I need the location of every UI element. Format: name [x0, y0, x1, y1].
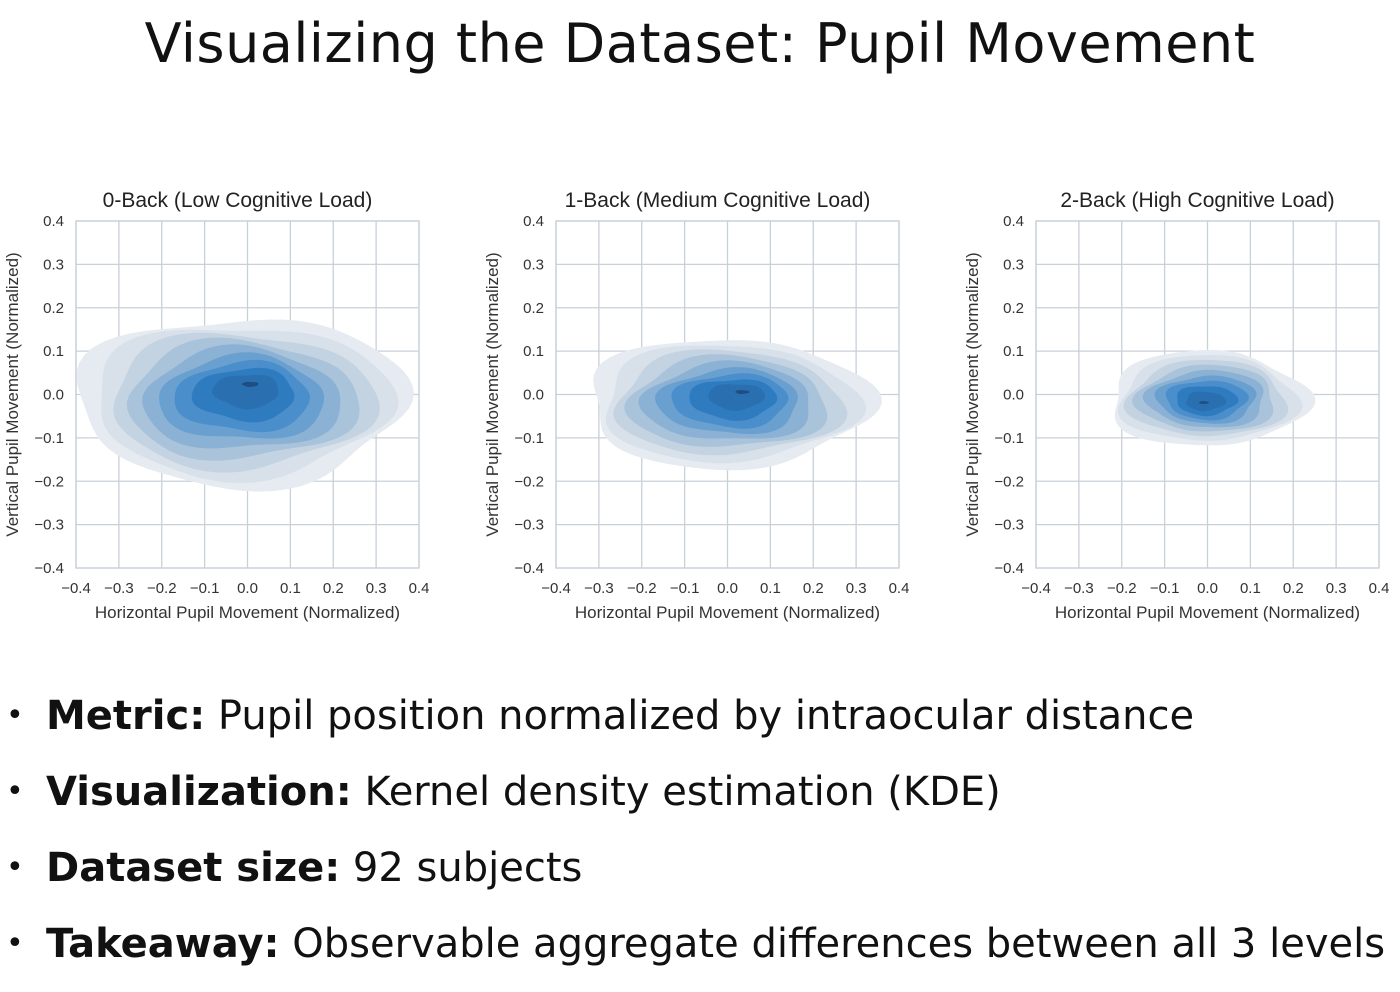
bullet-text: Pupil position normalized by intraocular… [205, 693, 1195, 739]
bullet-label: Dataset size: [46, 845, 341, 891]
x-tick-label: −0.4 [61, 580, 91, 597]
bullet-icon: • [6, 698, 24, 733]
bullet-visualization: • Visualization: Kernel density estimati… [0, 754, 1400, 830]
x-tick-label: 0.3 [846, 580, 867, 597]
bullet-takeaway: • Takeaway: Observable aggregate differe… [0, 906, 1400, 982]
bullet-metric: • Metric: Pupil position normalized by i… [0, 678, 1400, 754]
kde-level-8 [212, 374, 279, 410]
slide-title: Visualizing the Dataset: Pupil Movement [144, 12, 1256, 75]
plot-frame [75, 220, 420, 569]
x-tick-label: −0.2 [1107, 580, 1137, 597]
x-tick-label: −0.1 [190, 580, 220, 597]
bullet-text: Observable aggregate differences between… [279, 921, 1386, 967]
x-tick-label: 0.0 [717, 580, 738, 597]
bullet-icon: • [6, 850, 24, 885]
y-tick-label: −0.1 [34, 430, 64, 447]
x-tick-label: 0.2 [1283, 580, 1304, 597]
plot-frame [1035, 220, 1380, 569]
kde-panel-0: −0.4 −0.3 −0.2 −0.1 0.0 0.1 0.2 0.3 0.4 0.4 0.3 0.2… [3, 189, 429, 622]
x-tick-label: −0.2 [627, 580, 657, 597]
x-axis-label: Horizontal Pupil Movement (Normalized) [1055, 603, 1360, 622]
x-tick-label: 0.2 [323, 580, 344, 597]
kde-contours [593, 340, 882, 471]
y-tick-label: −0.1 [994, 430, 1024, 447]
x-tick-label: 0.1 [1240, 580, 1261, 597]
y-tick-label: −0.4 [994, 560, 1024, 577]
x-tick-label: 0.3 [366, 580, 387, 597]
y-tick-label: 0.4 [523, 213, 544, 230]
y-tick-label: 0.2 [43, 300, 64, 317]
x-tick-label: −0.3 [104, 580, 134, 597]
x-tick-label: −0.4 [1021, 580, 1051, 597]
y-tick-label: 0.1 [523, 343, 544, 360]
y-tick-label: −0.2 [994, 473, 1024, 490]
panel-title: 2-Back (High Cognitive Load) [1060, 189, 1334, 212]
y-tick-label: −0.3 [34, 517, 64, 534]
x-tick-label: −0.2 [147, 580, 177, 597]
x-axis-label: Horizontal Pupil Movement (Normalized) [95, 603, 400, 622]
x-tick-label: 0.1 [760, 580, 781, 597]
y-tick-label: −0.2 [514, 473, 544, 490]
y-tick-label: 0.1 [1003, 343, 1024, 360]
bullet-dataset-size: • Dataset size: 92 subjects [0, 830, 1400, 906]
y-tick-label: 0.2 [1003, 300, 1024, 317]
kde-contours [1114, 349, 1316, 446]
y-axis-label: Vertical Pupil Movement (Normalized) [3, 252, 22, 536]
panel-title: 1-Back (Medium Cognitive Load) [565, 189, 871, 212]
x-tick-label: 0.4 [889, 580, 910, 597]
x-axis-label: Horizontal Pupil Movement (Normalized) [575, 603, 880, 622]
y-tick-label: −0.4 [34, 560, 64, 577]
y-tick-label: −0.4 [514, 560, 544, 577]
x-tick-label: −0.4 [541, 580, 571, 597]
y-tick-label: 0.1 [43, 343, 64, 360]
x-tick-label: 0.0 [1197, 580, 1218, 597]
kde-panel-2: −0.4 −0.3 −0.2 −0.1 0.0 0.1 0.2 0.3 0.4 0.4 0.3 0.2… [963, 189, 1389, 622]
y-tick-label: −0.2 [34, 473, 64, 490]
kde-level-9 [735, 390, 750, 395]
bullet-list: • Metric: Pupil position normalized by i… [0, 678, 1400, 982]
x-tick-label: −0.1 [670, 580, 700, 597]
y-tick-label: 0.0 [1003, 387, 1024, 404]
x-tick-label: 0.1 [280, 580, 301, 597]
kde-contours [76, 319, 414, 492]
y-tick-label: 0.3 [523, 256, 544, 273]
y-tick-label: 0.2 [523, 300, 544, 317]
bullet-icon: • [6, 926, 24, 961]
y-tick-label: 0.3 [1003, 256, 1024, 273]
y-axis-label: Vertical Pupil Movement (Normalized) [963, 252, 982, 536]
y-tick-label: 0.0 [43, 387, 64, 404]
x-tick-label: −0.3 [584, 580, 614, 597]
y-tick-label: 0.3 [43, 256, 64, 273]
y-tick-label: −0.3 [994, 517, 1024, 534]
y-tick-label: 0.4 [1003, 213, 1024, 230]
y-tick-label: 0.0 [523, 387, 544, 404]
bullet-icon: • [6, 774, 24, 809]
kde-panel-1: −0.4 −0.3 −0.2 −0.1 0.0 0.1 0.2 0.3 0.4 0.4 0.3 0.2… [483, 189, 909, 622]
kde-level-9 [1198, 401, 1209, 404]
panel-title: 0-Back (Low Cognitive Load) [103, 189, 373, 212]
y-tick-label: −0.1 [514, 430, 544, 447]
y-axis-label: Vertical Pupil Movement (Normalized) [483, 252, 502, 536]
x-tick-label: 0.4 [409, 580, 430, 597]
x-tick-label: −0.1 [1150, 580, 1180, 597]
x-tick-label: 0.0 [237, 580, 258, 597]
x-tick-label: −0.3 [1064, 580, 1094, 597]
x-tick-label: 0.3 [1326, 580, 1347, 597]
y-tick-label: −0.3 [514, 517, 544, 534]
kde-charts: −0.4 −0.3 −0.2 −0.1 0.0 0.1 0.2 0.3 0.4 0.4 0.3 0.2… [3, 189, 1389, 622]
bullet-label: Takeaway: [46, 921, 280, 967]
bullet-text: 92 subjects [340, 845, 583, 891]
bullet-label: Metric: [46, 693, 206, 739]
kde-level-8 [708, 384, 765, 411]
bullet-label: Visualization: [46, 769, 352, 815]
bullet-text: Kernel density estimation (KDE) [351, 769, 1001, 815]
x-tick-label: 0.4 [1369, 580, 1390, 597]
x-tick-label: 0.2 [803, 580, 824, 597]
y-tick-label: 0.4 [43, 213, 64, 230]
kde-level-9 [241, 381, 259, 387]
plot-frame [555, 220, 900, 569]
